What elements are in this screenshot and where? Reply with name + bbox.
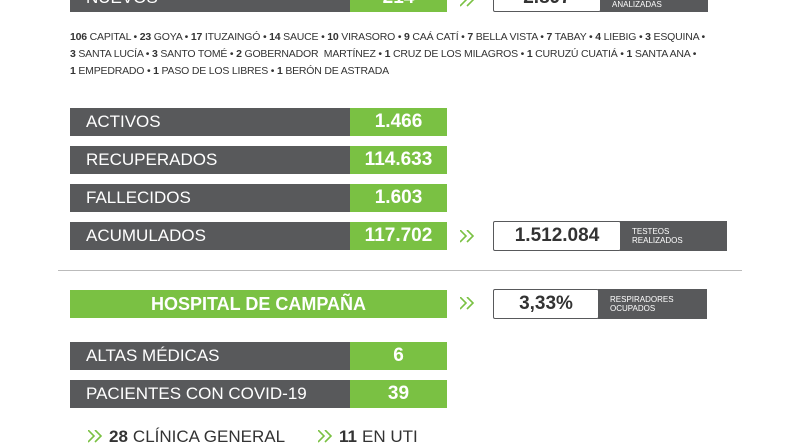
separator: •	[698, 31, 708, 43]
footer-item: 28 CLÍNICA GENERAL	[88, 426, 285, 445]
locality-count: 10	[327, 31, 339, 43]
tests-value: 1.512.084	[493, 221, 621, 251]
locality-count: 1	[153, 65, 159, 77]
locality-name: ESQUINA	[653, 31, 699, 43]
locality-count: 1	[276, 65, 283, 77]
stat-value: 1.466	[350, 108, 447, 136]
locality-name: ITUZAINGÓ	[204, 31, 261, 43]
locality-count: 14	[269, 31, 281, 43]
footer-label: CLÍNICA GENERAL	[132, 427, 286, 445]
stat-label: RECUPERADOS	[70, 146, 350, 174]
divider	[58, 270, 742, 271]
respirators-value: 3,33%	[493, 289, 599, 319]
separator: •	[375, 48, 385, 60]
separator: •	[586, 31, 596, 43]
hospital-title: HOSPITAL DE CAMPAÑA	[70, 290, 447, 318]
separator: •	[690, 48, 699, 60]
locality-line: 3 SANTA LUCÍA • 3 SANTO TOMÉ • 2 GOBERNA…	[70, 48, 699, 60]
locality-name: TABAY	[554, 31, 587, 43]
stat-value: 117.702	[350, 222, 447, 250]
label-line: ANALIZADAS	[612, 0, 662, 9]
label-line: RESPIRADORES	[610, 295, 674, 304]
locality-count: 9	[404, 31, 410, 43]
footer-label: EN UTI	[361, 427, 418, 445]
locality-count: 1	[526, 48, 533, 60]
hospital-label: PACIENTES CON COVID-19	[70, 380, 350, 408]
stat-label: FALLECIDOS	[70, 184, 350, 212]
stat-label: ACUMULADOS	[70, 222, 350, 250]
hospital-label: ALTAS MÉDICAS	[70, 342, 350, 370]
locality-name: SANTA ANA	[634, 48, 691, 60]
separator: •	[517, 48, 527, 60]
hospital-value: 6	[350, 342, 447, 370]
separator: •	[636, 31, 646, 43]
locality-name: SAUCE	[283, 31, 319, 43]
label-line: REALIZADOS	[632, 236, 683, 245]
analyzed-value: 2.897	[493, 0, 601, 12]
footer-count: 28	[109, 427, 128, 445]
locality-count: 17	[190, 31, 203, 43]
arrow	[460, 230, 474, 243]
new-value: 214	[350, 0, 447, 12]
label-line: OCUPADOS	[610, 304, 656, 313]
separator: •	[318, 31, 328, 43]
arrow	[318, 430, 332, 443]
separator: •	[130, 31, 140, 43]
locality-count: 1	[70, 65, 76, 77]
locality-count: 3	[645, 31, 651, 43]
locality-name: BERÓN DE ASTRADA	[285, 65, 389, 77]
footer-count: 11	[339, 427, 357, 445]
separator: •	[537, 31, 547, 43]
locality-name: EMPEDRADO	[78, 65, 145, 77]
separator: •	[181, 31, 191, 43]
footer-item: 11 EN UTI	[318, 426, 418, 445]
locality-count: 7	[546, 31, 553, 43]
locality-name: CURUZÚ CUATIÁ	[535, 48, 618, 60]
hospital-value: 39	[350, 380, 447, 408]
locality-count: 2	[236, 48, 242, 60]
locality-count: 4	[595, 31, 601, 43]
locality-count: 106	[70, 31, 87, 43]
arrow	[460, 0, 474, 7]
locality-name: BELLA VISTA	[475, 31, 538, 43]
locality-name: VIRASORO	[341, 31, 396, 43]
label-line: TESTEOS	[632, 227, 670, 236]
locality-count: 1	[384, 48, 391, 60]
locality-count: 7	[467, 31, 473, 43]
locality-name: LIEBIG	[603, 31, 637, 43]
locality-name: SANTA LUCÍA	[78, 48, 144, 60]
analyzed-label: ANALIZADAS	[600, 0, 708, 12]
separator: •	[617, 48, 627, 60]
separator: •	[260, 31, 270, 43]
separator: •	[143, 48, 152, 60]
stat-label: ACTIVOS	[70, 108, 350, 136]
locality-name: CRUZ DE LOS MILAGROS	[392, 48, 518, 60]
locality-count: 1	[626, 48, 633, 60]
separator: •	[458, 31, 468, 43]
separator: •	[268, 65, 277, 77]
tests-label: TESTEOS REALIZADOS	[620, 221, 727, 251]
arrow	[88, 430, 102, 443]
locality-name: SANTO TOMÉ	[160, 48, 228, 60]
locality-count: 3	[152, 48, 158, 60]
locality-name: CAÁ CATÍ	[412, 31, 459, 43]
separator: •	[144, 65, 154, 77]
locality-count: 23	[139, 31, 152, 43]
locality-name: GOYA	[153, 31, 182, 43]
separator: •	[227, 48, 237, 60]
locality-count: 3	[70, 48, 76, 60]
locality-name: CAPITAL	[89, 31, 131, 43]
arrow	[460, 297, 474, 310]
locality-name: GOBERNADOR MARTÍNEZ	[244, 48, 376, 60]
locality-name: PASO DE LOS LIBRES	[161, 65, 269, 77]
locality-line: 106 CAPITAL • 23 GOYA • 17 ITUZAINGÓ • 1…	[70, 31, 708, 43]
separator: •	[395, 31, 405, 43]
respirators-label: RESPIRADORES OCUPADOS	[598, 289, 707, 319]
stat-value: 1.603	[350, 184, 447, 212]
new-label: NUEVOS	[70, 0, 350, 12]
locality-line: 1 EMPEDRADO • 1 PASO DE LOS LIBRES • 1 B…	[70, 65, 389, 77]
stat-value: 114.633	[350, 146, 447, 174]
